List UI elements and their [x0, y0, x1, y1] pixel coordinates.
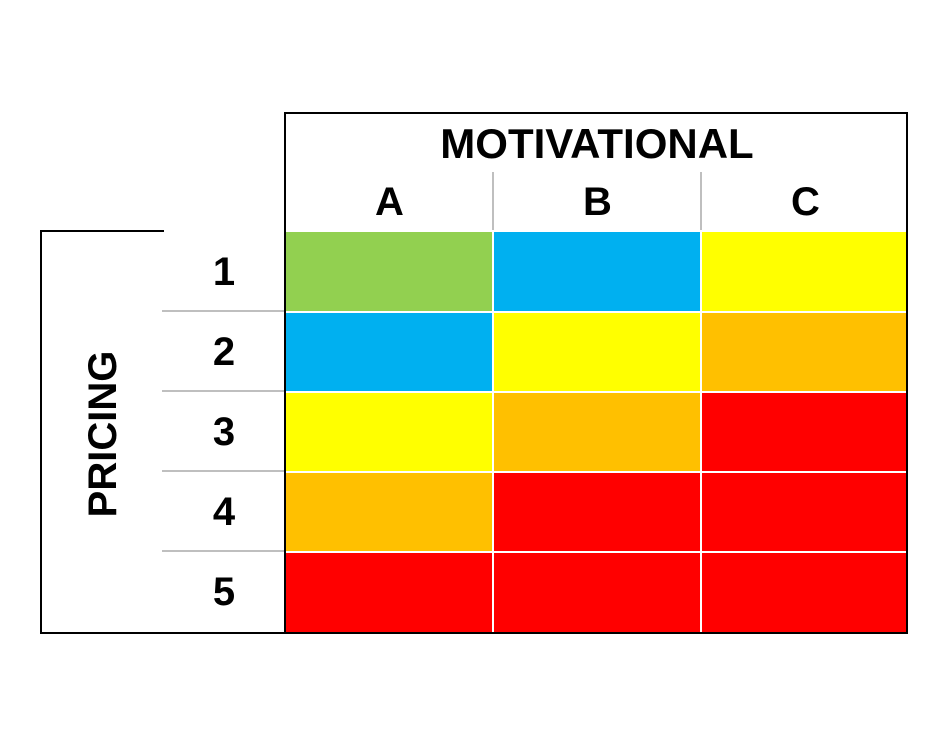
right-border: [906, 112, 908, 634]
matrix-cell-r5-c1: [286, 552, 494, 632]
matrix-cell-r2-c3: [700, 312, 908, 392]
cell-row-divider: [286, 311, 908, 313]
matrix-cell-r1-c1: [286, 232, 494, 312]
row-label-1: 1: [212, 249, 236, 294]
matrix-cell-r1-c2: [493, 232, 701, 312]
top-border: [284, 112, 908, 114]
left-border: [40, 230, 42, 634]
row-label-2: 2: [212, 329, 236, 374]
column-separator: [700, 172, 702, 230]
matrix-cell-r2-c1: [286, 312, 494, 392]
row-label-3: 3: [212, 409, 236, 454]
matrix-cell-r4-c2: [493, 472, 701, 552]
row-separator: [162, 470, 286, 472]
matrix-cell-r4-c3: [700, 472, 908, 552]
row-separator: [162, 390, 286, 392]
row-separator: [162, 310, 286, 312]
row-header-top-border: [40, 230, 164, 232]
header-left-border: [284, 112, 286, 634]
cell-column-divider: [492, 232, 495, 632]
bottom-border: [40, 632, 908, 634]
cell-row-divider: [286, 551, 908, 553]
matrix-cell-r1-c3: [700, 232, 908, 312]
column-label-a: A: [375, 179, 404, 224]
column-label-b: B: [583, 179, 612, 224]
matrix-cell-r3-c3: [700, 392, 908, 472]
matrix-cell-r5-c2: [493, 552, 701, 632]
column-separator: [492, 172, 494, 230]
matrix-cell-r5-c3: [700, 552, 908, 632]
matrix-cell-r4-c1: [286, 472, 494, 552]
row-header-title: PRICING: [80, 350, 125, 518]
matrix-cell-r2-c2: [493, 312, 701, 392]
column-label-c: C: [791, 179, 820, 224]
matrix-cell-r3-c1: [286, 392, 494, 472]
cell-row-divider: [286, 471, 908, 473]
column-header-title: MOTIVATIONAL: [440, 120, 754, 167]
row-label-5: 5: [212, 569, 236, 614]
cell-column-divider: [699, 232, 702, 632]
row-separator: [162, 550, 286, 552]
matrix-cell-r3-c2: [493, 392, 701, 472]
cell-row-divider: [286, 391, 908, 393]
row-label-4: 4: [212, 489, 236, 534]
